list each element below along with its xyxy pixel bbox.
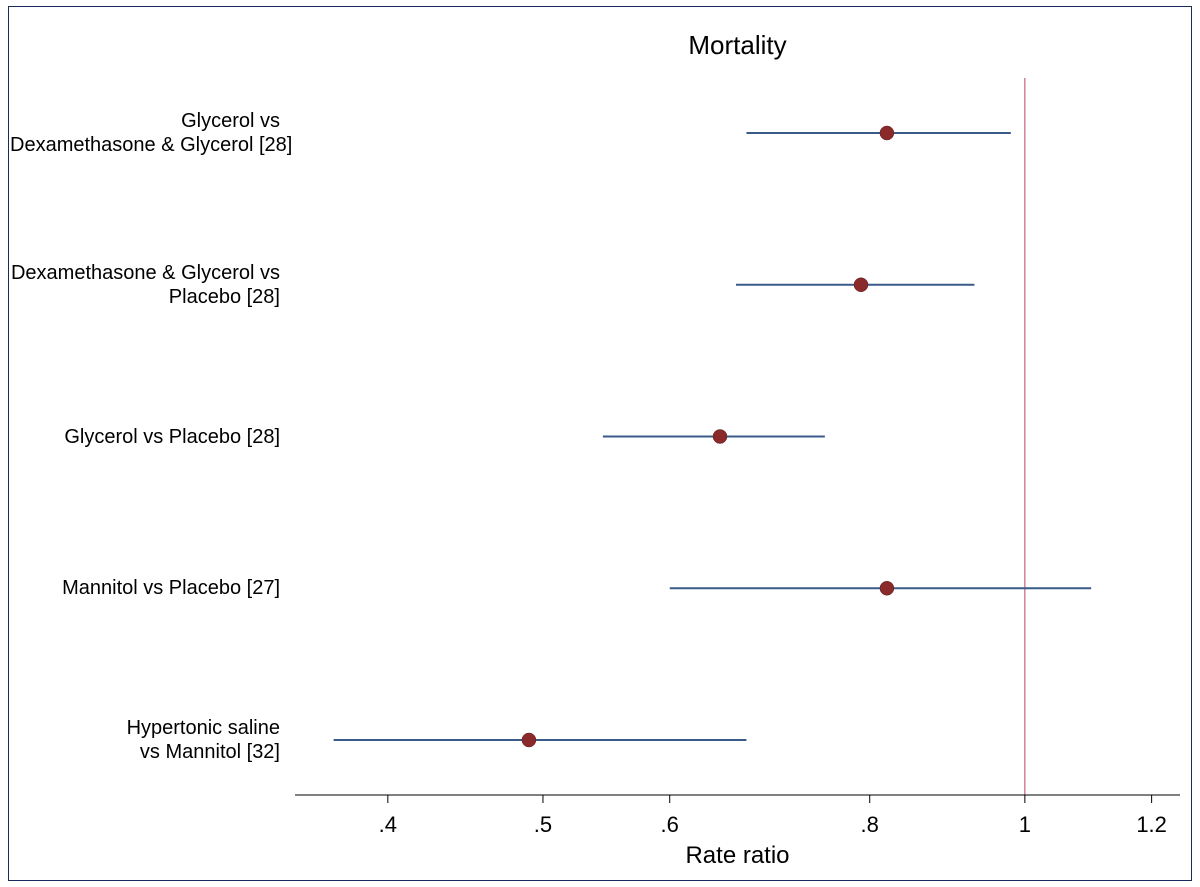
row-label: Glycerol vsDexamethasone & Glycerol [28] bbox=[10, 109, 280, 157]
x-tick-label: 1.2 bbox=[1136, 812, 1167, 838]
point-marker bbox=[522, 733, 536, 747]
row-label-line: Glycerol vs Placebo [28] bbox=[10, 425, 280, 449]
plot-svg bbox=[295, 78, 1180, 825]
x-tick-label: .6 bbox=[661, 812, 679, 838]
row-label: Dexamethasone & Glycerol vsPlacebo [28] bbox=[10, 261, 280, 309]
point-marker bbox=[854, 278, 868, 292]
row-label-line: Hypertonic saline bbox=[10, 716, 280, 740]
row-label-line: Mannitol vs Placebo [27] bbox=[10, 576, 280, 600]
x-tick-label: .5 bbox=[534, 812, 552, 838]
row-label-line: Placebo [28] bbox=[10, 285, 280, 309]
x-tick-label: .4 bbox=[379, 812, 397, 838]
row-label-line: Dexamethasone & Glycerol vs bbox=[10, 261, 280, 285]
row-label-line: Dexamethasone & Glycerol [28] bbox=[10, 133, 280, 157]
row-label-line: vs Mannitol [32] bbox=[10, 740, 280, 764]
point-marker bbox=[880, 581, 894, 595]
row-label: Hypertonic salinevs Mannitol [32] bbox=[10, 716, 280, 764]
row-label: Glycerol vs Placebo [28] bbox=[10, 425, 280, 449]
chart-title: Mortality bbox=[295, 30, 1180, 61]
row-label-line: Glycerol vs bbox=[10, 109, 280, 133]
x-tick-label: .8 bbox=[861, 812, 879, 838]
x-axis-label: Rate ratio bbox=[295, 842, 1180, 870]
figure-container: Mortality .4 .5 .6 .8 1 1.2 Rate ratio Glycerol … bbox=[0, 0, 1200, 887]
point-marker bbox=[713, 430, 727, 444]
point-marker bbox=[880, 126, 894, 140]
x-tick-label: 1 bbox=[1019, 812, 1031, 838]
row-label: Mannitol vs Placebo [27] bbox=[10, 576, 280, 600]
